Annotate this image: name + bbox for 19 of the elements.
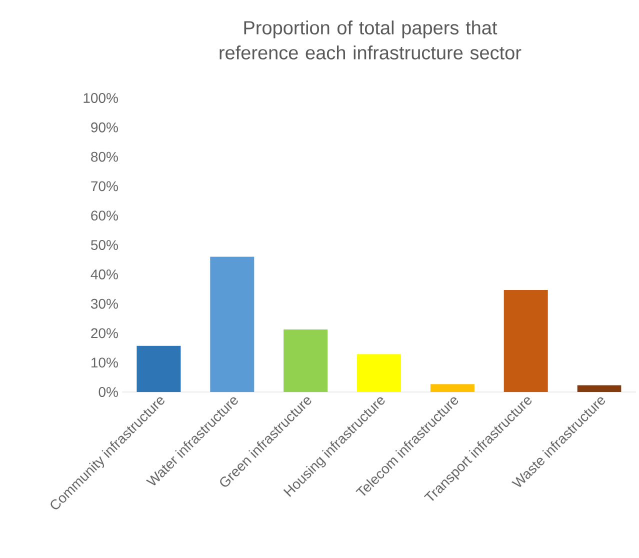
bar [504, 290, 548, 392]
y-tick-label: 90% [91, 122, 118, 132]
bar [357, 354, 402, 392]
chart-title: Proportion of total papers that reference each infrastructure sector [220, 20, 522, 60]
y-tick-label: 60% [91, 210, 118, 221]
y-tick-label: 70% [91, 181, 118, 192]
y-tick-label: 50% [91, 240, 118, 250]
y-tick-label: 100% [84, 93, 118, 103]
bar [284, 329, 328, 392]
y-tick-label: 30% [90, 298, 118, 309]
y-tick-label: 0% [98, 387, 118, 397]
bar [430, 384, 474, 392]
bar [577, 385, 622, 392]
y-tick-label: 40% [90, 269, 118, 280]
y-tick-label: 20% [91, 328, 118, 338]
y-tick-label: 80% [91, 152, 118, 162]
bar [210, 256, 254, 392]
y-tick-label: 10% [92, 358, 118, 368]
bar [136, 346, 181, 392]
